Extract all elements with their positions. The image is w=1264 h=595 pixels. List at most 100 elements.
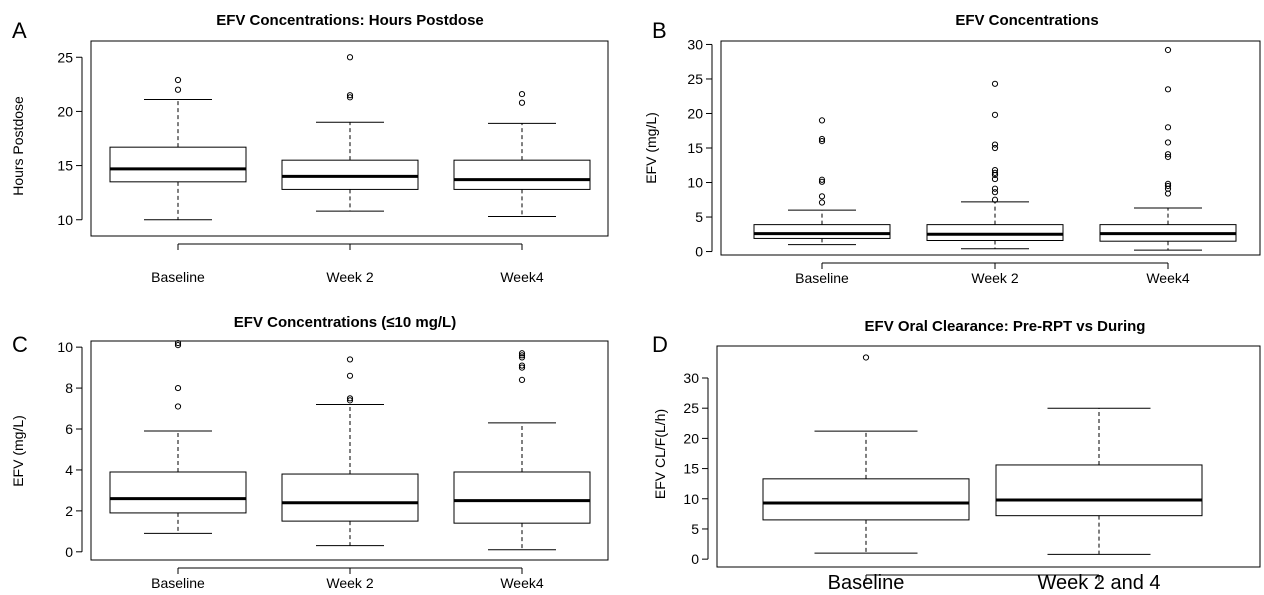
outlier-point — [1164, 46, 1172, 54]
outlier-point — [1164, 139, 1172, 146]
panel-a-category-label: Week 2 — [326, 269, 373, 285]
outlier-point — [346, 92, 354, 99]
outlier-point — [518, 99, 526, 106]
outlier-point — [1164, 180, 1172, 187]
panel-d-category-label: Week 2 and 4 — [1037, 572, 1160, 594]
panel-d-ylabel: EFV CL/F(L/h) — [652, 409, 668, 499]
iqr-box — [281, 473, 419, 522]
outlier-point — [818, 178, 826, 185]
panel-c-y-tick-label: 2 — [65, 503, 73, 519]
panel-d-category-label: Baseline — [828, 572, 905, 594]
iqr-box — [995, 464, 1203, 517]
panel-letter-b: B — [652, 18, 667, 43]
outlier-point — [991, 111, 999, 118]
panel-b-box-2 — [1099, 46, 1237, 251]
outlier-point — [518, 350, 526, 357]
outlier-point — [346, 94, 354, 101]
panel-b-y-tick-label: 30 — [687, 36, 703, 52]
panel-c-y-tick-label: 6 — [65, 421, 73, 437]
outlier-point — [1164, 124, 1172, 131]
outlier-point — [518, 376, 526, 383]
panel-b-box-0 — [753, 117, 891, 246]
outlier-point — [518, 90, 526, 98]
outlier-point — [818, 137, 826, 145]
outlier-point — [991, 166, 999, 174]
panel-b-y-tick-label: 25 — [687, 71, 703, 87]
outlier-point — [1164, 151, 1172, 158]
panel-a-marks: 10 15 20 25 Baseline Week 2 Week4 — [57, 49, 591, 285]
outlier-point — [991, 189, 999, 196]
outlier-point — [346, 372, 354, 379]
panel-b-y-tick-label: 10 — [687, 175, 703, 191]
panel-b: B EFV Concentrations EFV (mg/L) 0 5 10 15 20… — [643, 12, 1261, 286]
panel-a-box-1 — [281, 54, 419, 212]
outlier-point — [991, 80, 999, 87]
outlier-point — [1164, 153, 1172, 161]
outlier-point — [991, 144, 999, 152]
panel-d-y-tick-label: 30 — [683, 370, 699, 386]
panel-a-box-2 — [453, 90, 591, 217]
outlier-point — [346, 54, 354, 61]
outlier-point — [862, 354, 870, 361]
panel-d-y-tick-label: 0 — [691, 551, 699, 567]
panel-letter-c: C — [12, 332, 28, 357]
outlier-point — [518, 362, 526, 369]
panel-c-category-label: Baseline — [151, 575, 205, 591]
panel-c-title: EFV Concentrations (≤10 mg/L) — [234, 314, 456, 331]
panel-d: D EFV Oral Clearance: Pre-RPT vs During … — [652, 318, 1261, 594]
panel-b-category-label: Week4 — [1146, 270, 1190, 286]
panel-d-y-tick-label: 5 — [691, 521, 699, 537]
outlier-point — [991, 141, 999, 148]
outlier-point — [991, 196, 999, 203]
panel-b-y-tick-label: 5 — [695, 209, 703, 225]
panel-c-category-label: Week4 — [500, 575, 544, 591]
iqr-box — [109, 146, 247, 183]
panel-c-plot-frame — [90, 340, 609, 561]
panel-b-plot-frame — [720, 40, 1261, 256]
outlier-point — [991, 175, 999, 183]
outlier-point — [518, 352, 526, 359]
panel-c-y-tick-label: 4 — [65, 462, 73, 478]
panel-a-title: EFV Concentrations: Hours Postdose — [216, 12, 484, 29]
panel-d-box-0 — [762, 354, 970, 554]
panel-b-category-label: Week 2 — [971, 270, 1018, 286]
panel-c-category-label: Week 2 — [326, 575, 373, 591]
panel-a-category-label: Week4 — [500, 269, 544, 285]
iqr-box — [453, 471, 591, 524]
panel-b-marks: 0 5 10 15 20 25 30 Baseline Week 2 Week4 — [687, 36, 1237, 286]
outlier-point — [818, 135, 826, 143]
outlier-point — [174, 384, 182, 392]
outlier-point — [346, 395, 354, 402]
outlier-point — [818, 199, 826, 206]
panel-a-y-tick-label: 20 — [57, 103, 73, 119]
panel-b-y-tick-label: 0 — [695, 244, 703, 260]
panel-d-y-tick-label: 25 — [683, 400, 699, 416]
outlier-point — [346, 397, 354, 404]
outlier-point — [346, 356, 354, 363]
iqr-box — [281, 159, 419, 190]
panel-d-y-tick-label: 20 — [683, 430, 699, 446]
outlier-point — [1164, 182, 1172, 190]
panel-c-marks: 0 2 4 6 8 10 Baseline Week 2 Week4 — [57, 339, 591, 591]
panel-b-category-label: Baseline — [795, 270, 849, 286]
outlier-point — [174, 76, 182, 84]
panel-a-y-tick-label: 10 — [57, 212, 73, 228]
panel-a-y-tick-label: 25 — [57, 49, 73, 65]
panel-c-box-1 — [281, 356, 419, 547]
panel-c-ylabel: EFV (mg/L) — [10, 415, 26, 487]
iqr-box — [926, 224, 1064, 242]
panel-b-y-tick-label: 20 — [687, 105, 703, 121]
outlier-point — [1164, 86, 1172, 93]
panel-d-plot-frame — [716, 345, 1261, 568]
panel-a-y-tick-label: 15 — [57, 158, 73, 174]
iqr-box — [753, 224, 891, 239]
outlier-point — [174, 403, 182, 410]
panel-d-y-tick-label: 15 — [683, 461, 699, 477]
panel-a-ylabel: Hours Postdose — [10, 96, 26, 196]
outlier-point — [818, 176, 826, 183]
outlier-point — [518, 354, 526, 361]
outlier-point — [174, 339, 182, 347]
panel-letter-d: D — [652, 332, 668, 357]
panel-c-y-tick-label: 0 — [65, 544, 73, 560]
